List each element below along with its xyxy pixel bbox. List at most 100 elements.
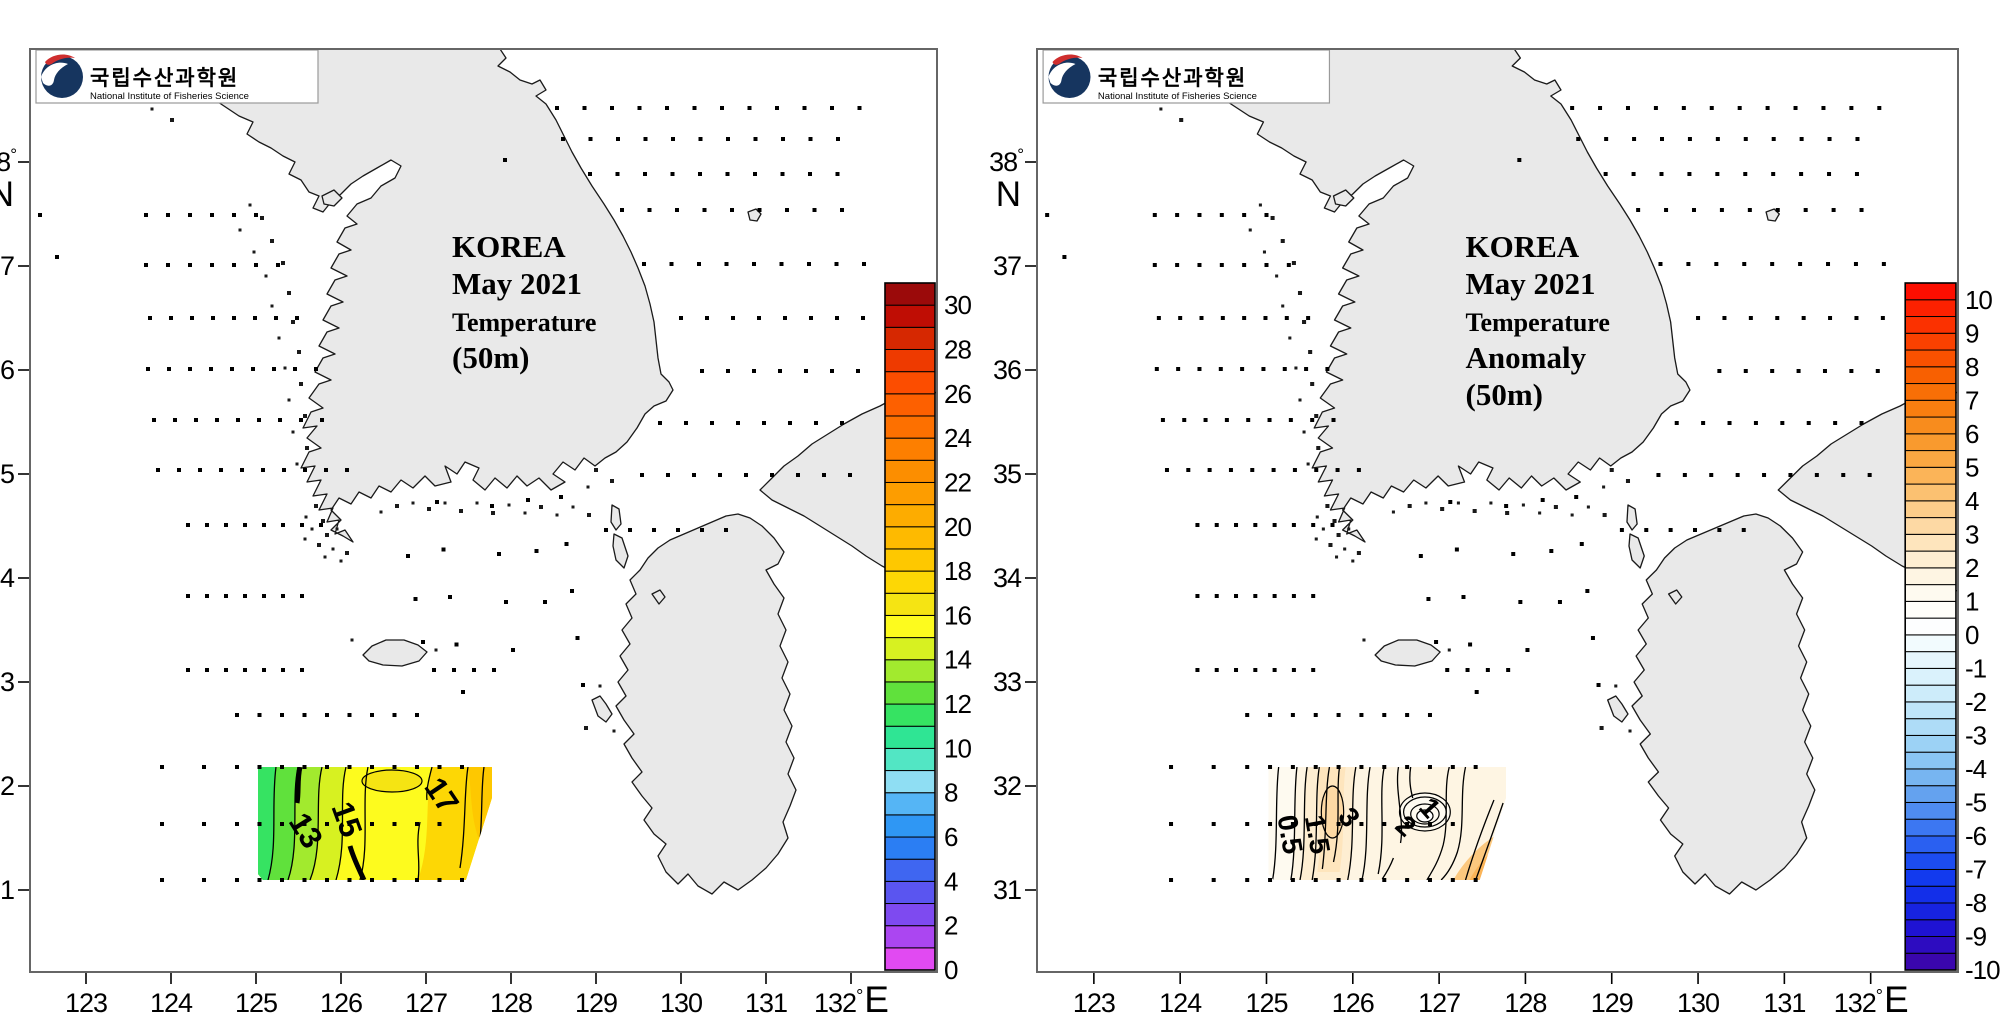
station-dot (555, 106, 559, 110)
station-dot (834, 262, 839, 266)
station-dot (347, 765, 352, 769)
islet-speck (303, 414, 307, 418)
contour-line (309, 767, 323, 880)
station-dot (1743, 369, 1748, 373)
station-dot (1245, 878, 1250, 882)
station-dot (1426, 597, 1431, 601)
colorbar-cell (1904, 868, 1957, 887)
islet-speck (411, 501, 415, 505)
station-dot (1331, 418, 1336, 422)
station-dot (281, 594, 285, 598)
station-dot (1405, 878, 1410, 882)
station-dot (1771, 137, 1776, 141)
colorbar-tick-label: 10 (944, 733, 971, 763)
station-dot (1359, 713, 1364, 717)
nifs-logo-english: National Institute of Fisheries Science (90, 91, 249, 102)
colorbar-cell (1904, 316, 1957, 334)
station-dot (1827, 172, 1832, 176)
station-dot (640, 473, 644, 477)
station-dot (1434, 640, 1439, 644)
contour-line (1299, 767, 1308, 880)
station-dot (1176, 367, 1181, 371)
lat-tick-label: 32 (993, 771, 1021, 801)
islet-speck (1310, 382, 1315, 386)
station-dot (757, 208, 762, 212)
islet-speck (1335, 555, 1339, 559)
station-dot (744, 473, 748, 477)
islet-speck (1602, 513, 1607, 517)
contour-line (359, 767, 369, 880)
station-dot (1291, 594, 1296, 598)
contour-line (1347, 767, 1357, 880)
station-dot (862, 262, 866, 266)
station-dot (415, 765, 419, 769)
station-dot (628, 528, 632, 532)
station-dot (1268, 822, 1273, 826)
colorbar-cell (1904, 584, 1957, 602)
station-dot (643, 172, 647, 176)
colorbar-tick-label: 28 (944, 334, 971, 364)
station-dot (406, 554, 410, 558)
colorbar-tick-label: 3 (1965, 519, 1979, 549)
islet-speck (571, 505, 575, 509)
islet-speck (598, 684, 602, 688)
station-dot (814, 421, 818, 425)
lat-tick-label-north: 38° (989, 145, 1023, 177)
colorbar-tick-label: 5 (1965, 452, 1979, 482)
station-dot (1525, 648, 1530, 652)
station-dot (144, 213, 148, 217)
station-dot (1793, 106, 1798, 110)
colorbar-cell (884, 348, 936, 373)
islet-speck (314, 504, 318, 508)
station-dot (1253, 668, 1258, 672)
station-dot (1427, 878, 1432, 882)
colorbar-cell (884, 326, 936, 350)
colorbar-cell (1904, 433, 1957, 452)
islet-speck (443, 501, 447, 505)
logo-box (1042, 49, 1331, 104)
station-dot (347, 713, 352, 717)
station-dot (1286, 263, 1291, 267)
station-dot (1632, 137, 1637, 141)
station-dot (692, 106, 697, 110)
islet-speck (270, 239, 274, 243)
station-dot (1336, 878, 1341, 882)
islet-speck (331, 547, 335, 551)
station-dot (224, 594, 228, 598)
colorbar-cell (1904, 634, 1957, 653)
colorbar-cell (1904, 617, 1957, 636)
lon-tick-label: 127 (405, 988, 447, 1018)
station-dot (526, 498, 530, 502)
station-dot (1687, 137, 1692, 141)
islet-speck (260, 216, 264, 220)
colorbar-cell (884, 459, 936, 483)
station-dot (1748, 316, 1753, 320)
lat-tick-label: 33 (993, 667, 1021, 697)
station-dot (504, 600, 508, 604)
station-dot (1465, 668, 1470, 672)
islet-speck (270, 304, 274, 308)
colorbar-tick-label: 26 (944, 379, 971, 409)
station-dot (1250, 468, 1255, 472)
map-title-line: (50m) (452, 340, 529, 375)
station-dot (1282, 367, 1287, 371)
station-dot (1770, 369, 1775, 373)
station-dot (211, 316, 215, 320)
station-dot (1841, 473, 1846, 477)
lat-tick-label-north: 38° (0, 145, 16, 177)
islet-speck (264, 274, 268, 278)
station-dot (1382, 822, 1387, 826)
station-dot (1780, 421, 1785, 425)
islet-speck (1447, 648, 1451, 652)
map-title-line: KOREA (452, 229, 566, 264)
islet-speck (303, 537, 307, 541)
station-dot (684, 421, 688, 425)
coastline (1332, 189, 1355, 207)
islet-speck (1280, 239, 1285, 243)
station-dot (1540, 498, 1545, 502)
station-dot (1175, 263, 1180, 267)
colorbar-cell (884, 880, 936, 905)
station-dot (581, 683, 585, 687)
lat-tick-label: 37 (0, 251, 14, 281)
station-dot (1062, 255, 1067, 259)
